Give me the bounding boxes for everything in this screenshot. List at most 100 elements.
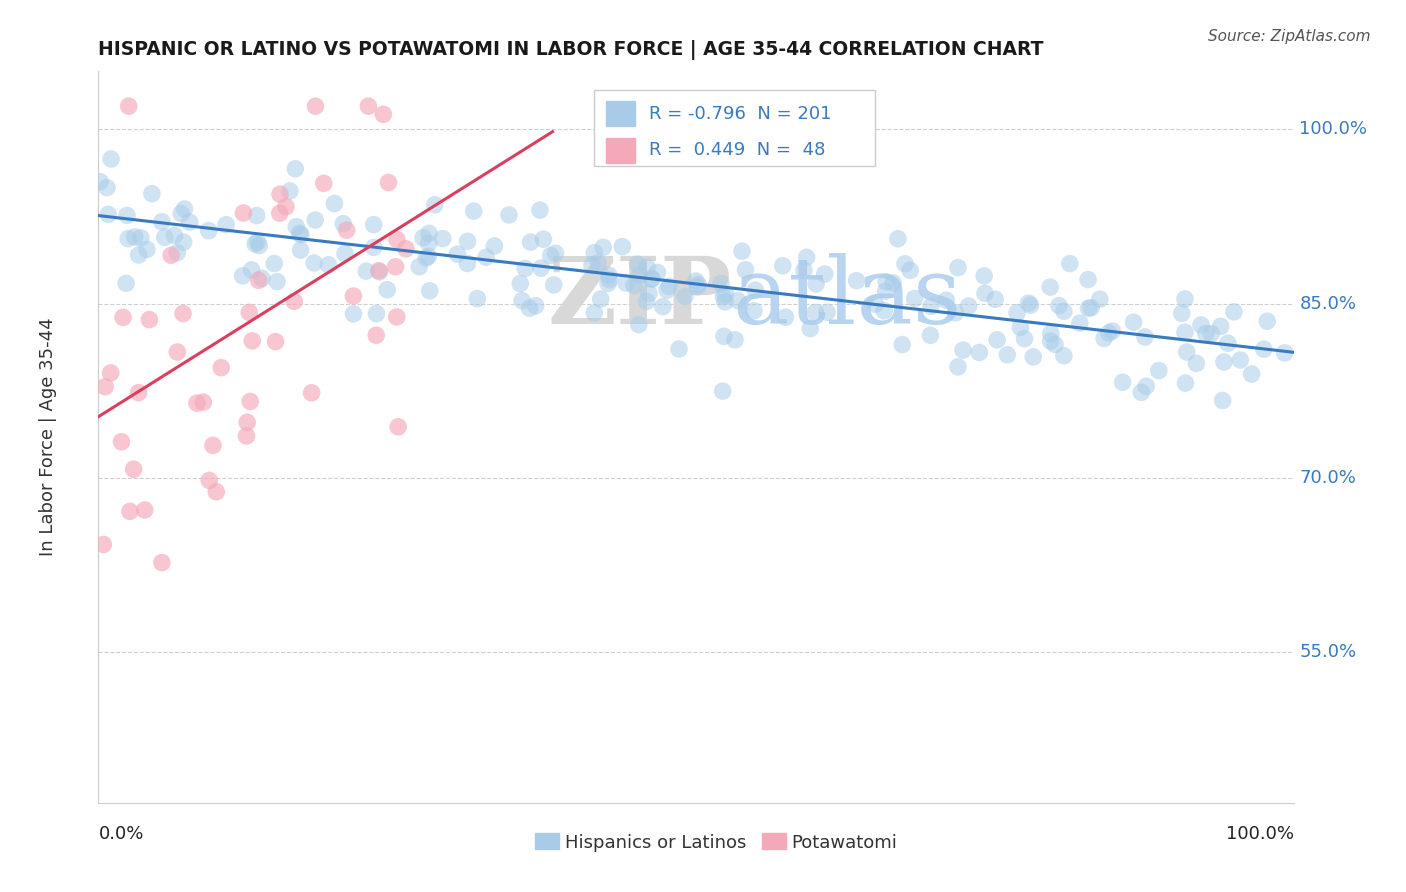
Point [1053, 349, 1076, 363]
Point [714, 294, 737, 309]
Point [236, 415, 259, 429]
Point [269, 187, 291, 202]
Point [1185, 356, 1208, 370]
Point [415, 251, 437, 265]
Point [266, 275, 288, 289]
Point [636, 260, 658, 274]
Text: Hispanics or Latinos: Hispanics or Latinos [565, 834, 747, 852]
Point [509, 277, 531, 291]
Point [710, 277, 733, 291]
Point [815, 305, 838, 319]
Point [920, 328, 942, 343]
Point [290, 227, 312, 242]
Point [647, 266, 669, 280]
Text: HISPANIC OR LATINO VS POTAWATOMI IN LABOR FORCE | AGE 35-44 CORRELATION CHART: HISPANIC OR LATINO VS POTAWATOMI IN LABO… [98, 39, 1043, 60]
Point [484, 239, 506, 253]
Point [278, 184, 301, 198]
Text: 0.0%: 0.0% [98, 825, 143, 843]
Point [1088, 292, 1111, 306]
Point [793, 263, 815, 277]
Text: 55.0%: 55.0% [1299, 643, 1357, 661]
Point [97, 207, 120, 221]
Point [412, 231, 434, 245]
Point [100, 152, 122, 166]
Point [283, 294, 305, 309]
Point [1174, 326, 1197, 340]
Point [198, 474, 221, 488]
Point [129, 231, 152, 245]
Point [529, 203, 551, 218]
Point [1017, 296, 1039, 310]
Point [150, 556, 173, 570]
Point [136, 243, 159, 257]
Point [596, 277, 619, 291]
Point [141, 186, 163, 201]
Point [1175, 345, 1198, 359]
Point [363, 218, 385, 232]
Point [586, 256, 609, 270]
Point [530, 261, 553, 276]
Point [1019, 298, 1042, 312]
Text: In Labor Force | Age 35-44: In Labor Force | Age 35-44 [39, 318, 58, 557]
Point [94, 380, 117, 394]
Point [713, 329, 735, 343]
Point [598, 268, 620, 282]
Point [179, 215, 201, 229]
Point [946, 359, 969, 374]
Point [118, 99, 141, 113]
Point [1135, 379, 1157, 393]
Point [285, 219, 308, 234]
Point [128, 385, 150, 400]
Point [524, 299, 547, 313]
Point [170, 206, 193, 220]
Point [623, 278, 645, 293]
Point [205, 484, 228, 499]
Point [408, 260, 430, 274]
Point [945, 306, 967, 320]
Point [186, 396, 208, 410]
Point [193, 395, 215, 409]
Point [122, 462, 145, 476]
Point [160, 248, 183, 262]
Point [418, 226, 440, 240]
Point [128, 248, 150, 262]
Text: 100.0%: 100.0% [1299, 120, 1368, 138]
Point [1223, 305, 1246, 319]
Text: R = -0.796  N = 201: R = -0.796 N = 201 [650, 104, 832, 123]
Point [1010, 320, 1032, 334]
Point [385, 232, 408, 246]
Point [875, 275, 897, 289]
Point [304, 99, 326, 113]
Point [1039, 280, 1062, 294]
Point [1053, 304, 1076, 318]
Point [1122, 315, 1144, 329]
Point [731, 244, 754, 259]
Point [112, 310, 135, 325]
Point [333, 246, 356, 260]
Point [1059, 257, 1081, 271]
Point [301, 385, 323, 400]
Point [475, 250, 498, 264]
Point [463, 204, 485, 219]
Point [163, 228, 186, 243]
Point [395, 242, 418, 256]
Point [93, 537, 115, 551]
Point [636, 294, 658, 309]
Point [898, 263, 921, 277]
Point [583, 306, 606, 320]
Point [952, 343, 974, 357]
Point [1209, 319, 1232, 334]
Point [288, 226, 311, 240]
Point [312, 177, 335, 191]
Point [238, 305, 260, 319]
Point [1133, 330, 1156, 344]
Point [614, 276, 637, 290]
Point [115, 277, 138, 291]
Point [357, 99, 380, 113]
Point [134, 503, 156, 517]
Point [973, 268, 995, 283]
Point [510, 293, 533, 308]
Point [1080, 301, 1102, 315]
Point [274, 200, 297, 214]
Point [1170, 306, 1192, 320]
